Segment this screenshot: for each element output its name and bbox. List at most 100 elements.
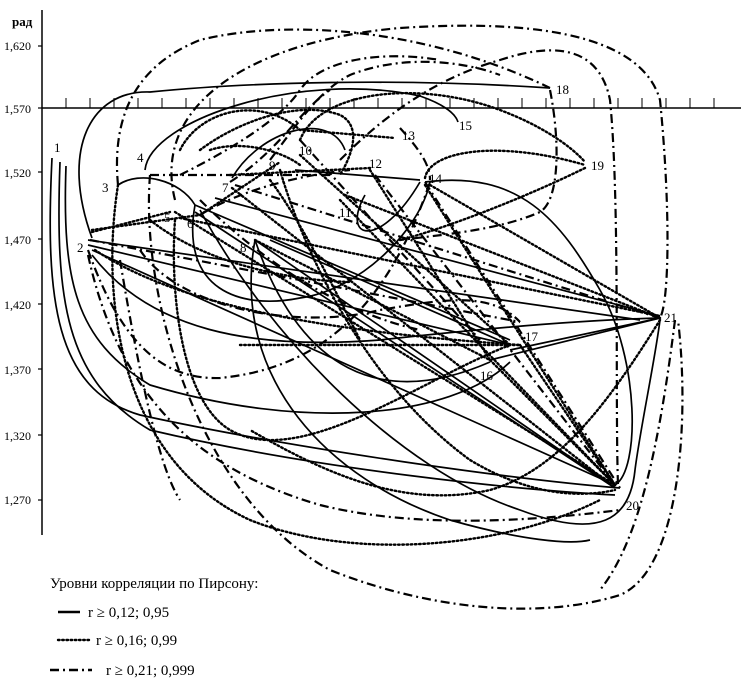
edge-dotted xyxy=(268,178,362,342)
node-7: 7 xyxy=(222,180,229,195)
edge-solid xyxy=(64,165,511,414)
edge-dotted xyxy=(111,183,602,546)
edge-dotted xyxy=(343,193,662,320)
edge-solid xyxy=(199,209,661,525)
edge-dashdot xyxy=(199,168,351,216)
edge-solid xyxy=(191,181,431,302)
edge-dashdot xyxy=(118,259,181,501)
edge-dotted xyxy=(298,91,587,164)
edges-solid xyxy=(49,81,661,543)
edge-solid xyxy=(58,161,616,496)
node-1: 1 xyxy=(54,140,61,155)
edge-dotted xyxy=(208,144,302,167)
edge-dotted xyxy=(488,358,617,487)
node-4: 4 xyxy=(137,150,144,165)
edge-solid xyxy=(254,239,491,383)
node-6: 6 xyxy=(187,216,194,231)
edge-dotted xyxy=(173,210,617,487)
node-2: 2 xyxy=(77,240,84,255)
y-tick-label: 1,470 xyxy=(4,233,31,247)
edge-dotted xyxy=(428,183,662,320)
y-unit-label: рад xyxy=(12,14,33,29)
y-tick-label: 1,520 xyxy=(4,166,31,180)
edge-dashdot xyxy=(339,49,620,486)
edge-solid xyxy=(87,239,641,321)
edge-dashdot xyxy=(269,60,501,161)
edge-solid xyxy=(49,157,621,489)
node-11: 11 xyxy=(339,205,352,220)
y-tick-label: 1,420 xyxy=(4,298,31,312)
edge-solid xyxy=(87,244,511,346)
edge-dotted xyxy=(278,168,617,495)
edge-dashdot xyxy=(374,174,616,486)
node-18: 18 xyxy=(556,82,569,97)
edge-dotted xyxy=(398,166,587,242)
edge-dashdot xyxy=(115,28,551,186)
y-tick-marks xyxy=(38,45,42,501)
node-12: 12 xyxy=(369,156,382,171)
legend-solid-label: r ≥ 0,12; 0,95 xyxy=(88,605,169,621)
edges-dashdot xyxy=(86,24,684,610)
y-tick-label: 1,270 xyxy=(4,493,31,507)
node-16: 16 xyxy=(480,368,494,383)
edge-solid xyxy=(194,204,511,341)
edge-dotted xyxy=(423,149,587,180)
edge-dashdot xyxy=(179,55,441,176)
edge-dotted xyxy=(298,153,512,347)
node-10: 10 xyxy=(299,143,312,158)
edge-solid xyxy=(489,317,661,361)
y-tick-labels: 1,620 1,570 1,520 1,470 1,420 1,370 1,32… xyxy=(4,39,31,507)
y-tick-label: 1,370 xyxy=(4,363,31,377)
node-labels: 1 2 3 4 5 6 7 8 9 10 11 12 13 14 15 16 1… xyxy=(54,82,677,513)
edge-dotted xyxy=(423,183,617,487)
edge-dashdot xyxy=(86,181,432,380)
edge-dashdot xyxy=(399,127,432,181)
edge-solid xyxy=(78,81,551,239)
edge-dashdot xyxy=(147,174,684,610)
edge-dashdot xyxy=(229,89,331,183)
edge-dashdot xyxy=(86,254,621,522)
edge-dashdot xyxy=(139,249,521,323)
edge-solid xyxy=(231,127,346,179)
y-tick-label: 1,320 xyxy=(4,429,31,443)
edge-dotted xyxy=(198,160,282,217)
node-21: 21 xyxy=(664,310,677,325)
edge-dotted xyxy=(198,108,355,177)
edge-dotted xyxy=(178,109,397,152)
edge-dashdot xyxy=(299,139,481,341)
edge-dotted xyxy=(90,210,172,234)
node-9: 9 xyxy=(269,158,276,173)
y-tick-label: 1,620 xyxy=(4,39,31,53)
edges-dotted xyxy=(90,91,662,546)
edge-dotted xyxy=(178,216,662,318)
edge-dotted xyxy=(518,343,617,487)
edge-dashdot xyxy=(234,183,661,320)
node-13: 13 xyxy=(402,128,415,143)
edge-solid xyxy=(424,179,633,486)
edge-dotted xyxy=(230,186,617,490)
edge-dashdot xyxy=(170,24,669,319)
edge-dotted xyxy=(172,218,512,442)
node-20: 20 xyxy=(626,498,639,513)
y-tick-label: 1,570 xyxy=(4,102,31,116)
node-8: 8 xyxy=(240,240,247,255)
node-5: 5 xyxy=(164,210,171,225)
edge-dotted xyxy=(93,248,522,347)
edge-dashdot xyxy=(599,319,677,591)
edge-dashdot xyxy=(399,89,558,242)
node-15: 15 xyxy=(459,118,472,133)
legend-dashdot-label: r ≥ 0,21; 0,999 xyxy=(106,663,195,679)
edge-solid xyxy=(144,88,459,171)
edge-dotted xyxy=(248,318,662,497)
node-14: 14 xyxy=(429,171,443,186)
edge-dashdot xyxy=(199,199,421,332)
legend-dotted-label: r ≥ 0,16; 0,99 xyxy=(96,633,177,649)
edge-solid xyxy=(117,177,196,206)
node-3: 3 xyxy=(102,180,109,195)
edge-dotted xyxy=(253,238,492,362)
node-17: 17 xyxy=(525,329,539,344)
legend: Уровни корреляции по Пирсону: r ≥ 0,12; … xyxy=(50,576,258,679)
edge-solid xyxy=(250,239,591,543)
